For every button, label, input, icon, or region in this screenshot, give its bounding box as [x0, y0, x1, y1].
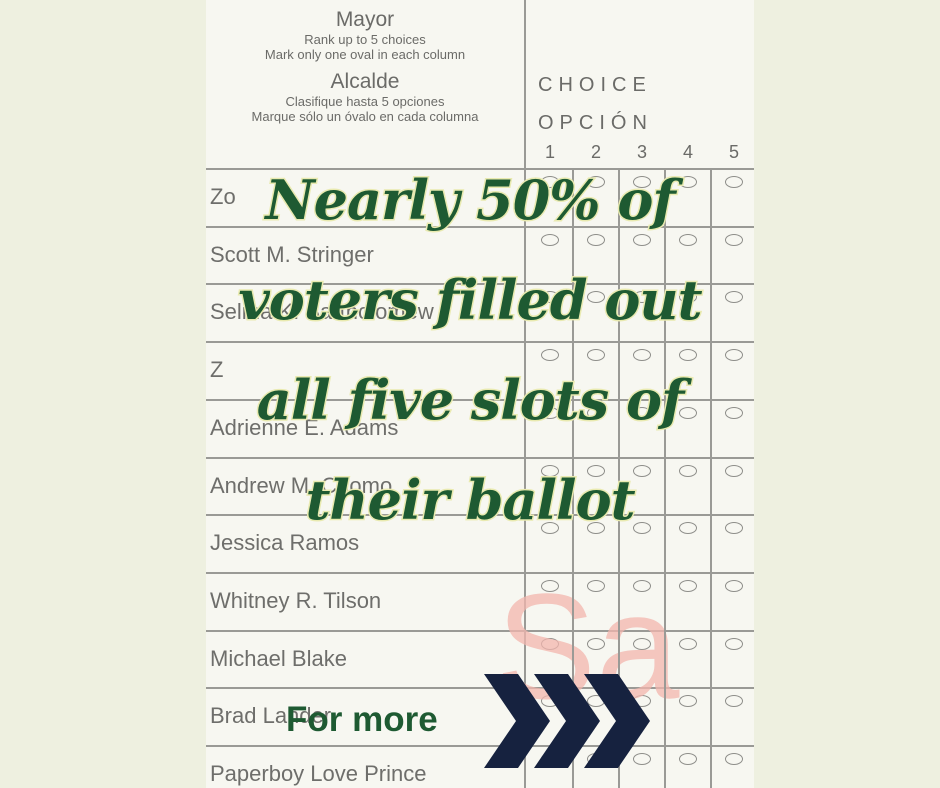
ballot-oval[interactable] — [725, 522, 743, 535]
ballot-oval[interactable] — [541, 522, 559, 535]
ballot-header: Mayor Rank up to 5 choices Mark only one… — [206, 8, 524, 124]
row-divider — [206, 571, 754, 574]
candidate-name: Brad Lander — [210, 703, 332, 729]
headline-line-1: Nearly 50% of — [264, 167, 677, 234]
row-divider — [206, 341, 754, 344]
ballot-oval[interactable] — [679, 233, 697, 246]
candidate-name: Jessica Ramos — [210, 530, 360, 556]
header-title-en: Mayor — [335, 8, 395, 31]
row-divider — [206, 225, 754, 228]
ballot-oval[interactable] — [725, 753, 743, 765]
row-divider — [206, 629, 754, 632]
column-number-3: 3 — [636, 142, 647, 162]
ballot-oval[interactable] — [725, 349, 743, 362]
row-divider — [206, 456, 754, 459]
ballot-oval[interactable] — [587, 233, 605, 246]
candidate-name: Andrew M. Cuomo — [210, 472, 393, 498]
header-sub-es-2: Marque sólo un óvalo en cada columna — [251, 109, 479, 124]
ballot-oval[interactable] — [587, 406, 605, 419]
choice-column-divider — [710, 168, 712, 788]
ballot-oval[interactable] — [679, 522, 697, 535]
column-number-4: 4 — [682, 142, 693, 162]
names-column-divider — [524, 0, 526, 788]
ballot-oval[interactable] — [633, 579, 651, 592]
column-number-2: 2 — [590, 142, 601, 162]
ballot-oval[interactable] — [725, 637, 743, 650]
ballot-oval[interactable] — [633, 233, 651, 246]
ballot-oval[interactable] — [725, 464, 743, 477]
ballot-oval[interactable] — [541, 579, 559, 592]
ballot-oval[interactable] — [541, 233, 559, 246]
headline-line-4: their ballot — [304, 467, 637, 534]
ballot-oval[interactable] — [541, 464, 559, 477]
ballot-image: Mayor Rank up to 5 choices Mark only one… — [206, 0, 754, 788]
ballot-oval[interactable] — [725, 579, 743, 592]
ballot-oval[interactable] — [541, 349, 559, 362]
choice-column-divider — [618, 168, 620, 788]
ballot-oval[interactable] — [725, 176, 743, 188]
ballot-oval[interactable] — [725, 233, 743, 246]
ballot-oval[interactable] — [541, 637, 559, 650]
ballot-oval[interactable] — [633, 406, 651, 419]
ballot-oval[interactable] — [679, 464, 697, 477]
column-number-1: 1 — [544, 142, 555, 162]
ballot-oval[interactable] — [587, 637, 605, 650]
ballot-oval[interactable] — [587, 522, 605, 535]
candidate-name: Zo — [210, 184, 236, 209]
candidate-name: Adrienne E. Adams — [210, 414, 399, 440]
ballot-oval[interactable] — [541, 406, 559, 419]
ballot-oval[interactable] — [633, 176, 651, 188]
header-title-es: Alcalde — [330, 70, 400, 93]
ballot-oval[interactable] — [679, 753, 697, 765]
ballot-oval[interactable] — [725, 406, 743, 419]
row-divider — [206, 745, 754, 747]
candidate-name: Whitney R. Tilson — [210, 587, 382, 613]
choice-label-es: OPCIÓN — [538, 112, 653, 134]
row-divider — [206, 514, 754, 517]
ballot-oval[interactable] — [633, 291, 651, 304]
headline-line-3: all five slots of — [255, 367, 685, 434]
ballot-oval[interactable] — [587, 176, 605, 188]
choice-column-divider — [572, 168, 574, 788]
ballot-oval[interactable] — [679, 349, 697, 362]
header-sub-en-1: Rank up to 5 choices — [304, 32, 426, 47]
candidate-name: Michael Blake — [210, 645, 347, 671]
ballot-oval[interactable] — [633, 522, 651, 535]
row-divider — [206, 168, 754, 170]
candidate-name: Paperboy Love Prince — [210, 761, 427, 786]
ballot-oval[interactable] — [725, 291, 743, 304]
column-number-5: 5 — [728, 142, 739, 162]
ballot-oval[interactable] — [679, 637, 697, 650]
candidate-name: Z — [210, 357, 224, 383]
triple-chevron-right-icon[interactable] — [484, 674, 654, 768]
ballot-oval[interactable] — [679, 579, 697, 592]
row-divider — [206, 283, 754, 286]
headline: Nearly 50% of voters filled out all five… — [150, 150, 790, 550]
headline-line-2: voters filled out — [237, 267, 704, 334]
for-more-label[interactable]: For more — [286, 700, 438, 739]
ballot-oval[interactable] — [679, 406, 697, 419]
ballot-oval[interactable] — [633, 349, 651, 362]
ballot-oval[interactable] — [679, 176, 697, 188]
ballot-oval[interactable] — [679, 291, 697, 304]
ballot-oval[interactable] — [633, 464, 651, 477]
row-divider — [206, 687, 754, 690]
header-sub-es-1: Clasifique hasta 5 opciones — [285, 94, 445, 109]
ballot-oval[interactable] — [587, 291, 605, 304]
ballot-oval[interactable] — [587, 579, 605, 592]
choice-column-divider — [664, 168, 666, 788]
choice-label-en: CHOICE — [538, 74, 652, 96]
ballot-oval[interactable] — [725, 695, 743, 708]
candidate-name: Scott M. Stringer — [210, 241, 374, 267]
ballot-oval[interactable] — [633, 637, 651, 650]
ballot-oval[interactable] — [587, 464, 605, 477]
ballot-oval[interactable] — [541, 291, 559, 304]
ballot-oval[interactable] — [633, 753, 651, 765]
candidate-name: Selma K. Bartholomew — [210, 299, 434, 325]
header-sub-en-2: Mark only one oval in each column — [264, 47, 466, 62]
ballot-oval[interactable] — [541, 176, 559, 188]
ballot-oval[interactable] — [587, 349, 605, 362]
ballot-oval[interactable] — [679, 695, 697, 708]
row-divider — [206, 398, 754, 401]
